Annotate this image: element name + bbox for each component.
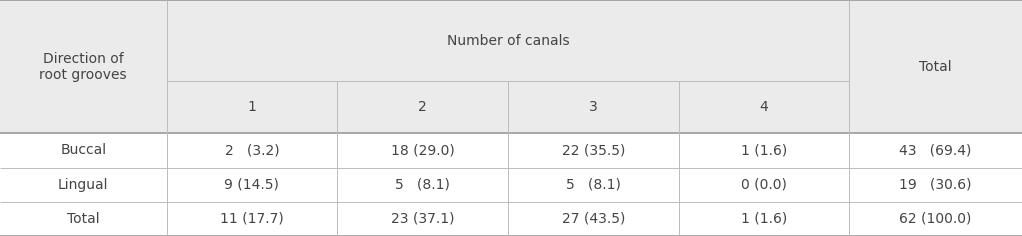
Text: 9 (14.5): 9 (14.5) bbox=[225, 178, 279, 192]
Text: 4: 4 bbox=[759, 100, 769, 114]
Text: 1 (1.6): 1 (1.6) bbox=[741, 212, 787, 226]
Text: 19   (30.6): 19 (30.6) bbox=[899, 178, 972, 192]
Text: 18 (29.0): 18 (29.0) bbox=[390, 143, 455, 157]
Text: 2   (3.2): 2 (3.2) bbox=[225, 143, 279, 157]
Text: 27 (43.5): 27 (43.5) bbox=[561, 212, 625, 226]
Text: Lingual: Lingual bbox=[58, 178, 108, 192]
Text: Number of canals: Number of canals bbox=[447, 34, 569, 48]
Text: 23 (37.1): 23 (37.1) bbox=[390, 212, 455, 226]
Text: Total: Total bbox=[920, 60, 951, 74]
Text: 1 (1.6): 1 (1.6) bbox=[741, 143, 787, 157]
Text: 2: 2 bbox=[418, 100, 427, 114]
Text: Buccal: Buccal bbox=[60, 143, 106, 157]
Text: 22 (35.5): 22 (35.5) bbox=[561, 143, 625, 157]
Text: 5   (8.1): 5 (8.1) bbox=[566, 178, 620, 192]
Bar bbox=[0, 133, 1022, 236]
Text: 3: 3 bbox=[589, 100, 598, 114]
Text: 43   (69.4): 43 (69.4) bbox=[899, 143, 972, 157]
Text: Total: Total bbox=[67, 212, 99, 226]
Text: Direction of
root grooves: Direction of root grooves bbox=[40, 52, 127, 82]
Text: 1: 1 bbox=[247, 100, 257, 114]
Text: 11 (17.7): 11 (17.7) bbox=[220, 212, 284, 226]
Text: 62 (100.0): 62 (100.0) bbox=[899, 212, 972, 226]
Text: 5   (8.1): 5 (8.1) bbox=[396, 178, 450, 192]
Text: 0 (0.0): 0 (0.0) bbox=[741, 178, 787, 192]
